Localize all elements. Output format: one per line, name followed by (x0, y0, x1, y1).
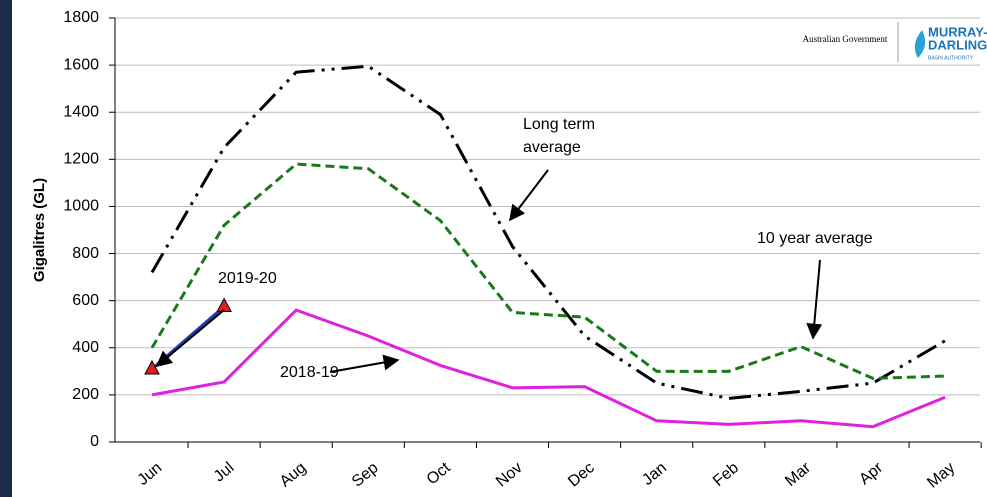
series-line (151, 305, 226, 371)
x-tick-label: Nov (493, 459, 526, 490)
y-tick-label: 600 (72, 292, 99, 309)
y-tick-label: 0 (90, 433, 99, 450)
y-tick-label: 200 (72, 386, 99, 403)
y-axis-label: Gigalitres (GL) (31, 178, 48, 282)
y-tick-label: 400 (72, 339, 99, 356)
x-tick-label: Jan (639, 459, 670, 489)
logo-text: MURRAY- (928, 24, 987, 39)
point-marker (216, 297, 232, 313)
x-tick-label: Feb (710, 459, 742, 490)
y-tick-label: 1600 (63, 56, 99, 73)
annotation-arrow (155, 309, 225, 368)
series-line (151, 308, 946, 429)
frame-strip (0, 0, 12, 497)
x-tick-label: Jul (211, 459, 238, 485)
x-tick-label: Mar (782, 459, 815, 490)
y-tick-label: 1800 (63, 9, 99, 26)
y-tick-label: 800 (72, 245, 99, 262)
annotation: 2018-19 (280, 364, 339, 381)
x-tick-label: Sep (349, 459, 382, 490)
y-tick-label: 1000 (63, 198, 99, 215)
annotation: 10 year average (757, 230, 873, 247)
y-tick-label: 1200 (63, 151, 99, 168)
x-tick-label: Oct (424, 459, 454, 488)
annotation-arrow (509, 169, 549, 222)
x-tick-label: Dec (565, 459, 598, 490)
x-tick-label: Aug (277, 459, 310, 490)
x-tick-label: May (924, 459, 958, 491)
annotation-arrow (329, 354, 400, 373)
logo: Australian Government MURRAY- DARLING BA… (803, 22, 987, 62)
x-tick-label: Jun (135, 459, 166, 489)
logo-text: BASIN AUTHORITY (928, 55, 974, 61)
annotation-arrow (806, 259, 823, 340)
series-line (150, 162, 946, 380)
x-tick-label: Apr (856, 459, 887, 488)
y-tick-label: 1400 (63, 103, 99, 120)
logo-text: Australian Government (803, 34, 888, 44)
logo-text: DARLING (928, 37, 987, 52)
logo-drop (914, 30, 926, 58)
annotation: 2019-20 (218, 270, 277, 287)
annotation: Long term average (523, 116, 596, 156)
point-marker (144, 359, 160, 375)
